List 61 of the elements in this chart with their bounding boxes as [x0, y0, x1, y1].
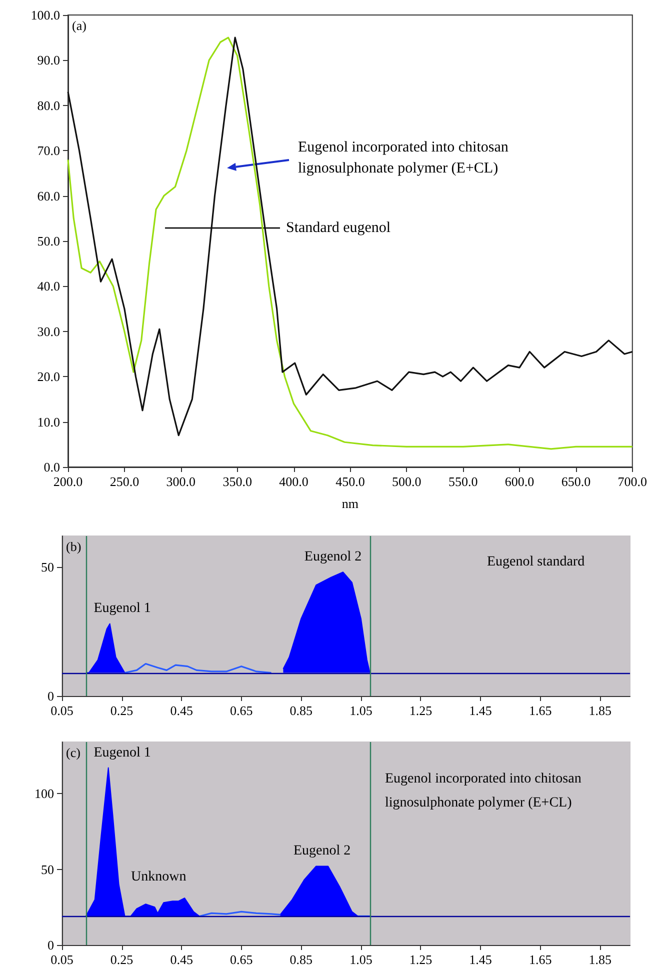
x-tick-label: 450.0 [336, 474, 365, 489]
annotation: Eugenol incorporated into chitosan lignosulphonate polymer (E+CL) [298, 140, 512, 176]
x-tick-label: 500.0 [392, 474, 422, 489]
x-tick-label: 350.0 [222, 474, 252, 489]
y-tick-label: 50 [41, 862, 54, 877]
x-axis-title: nm [342, 496, 358, 511]
x-tick-label: 1.65 [528, 952, 552, 967]
x-tick-label: 1.85 [588, 703, 612, 718]
annotation: Eugenol 1 [94, 745, 151, 760]
y-tick-label: 30.0 [37, 324, 60, 339]
y-tick-label: 100.0 [30, 8, 60, 22]
x-tick-label: 1.25 [409, 703, 432, 718]
y-tick-label: 0 [48, 938, 54, 952]
y-tick-label: 90.0 [37, 52, 60, 68]
annotation: Eugenol incorporated into chitosan lignosulphonate polymer (E+CL) [385, 772, 585, 810]
y-tick-label: 10.0 [37, 414, 60, 430]
y-tick-label: 20.0 [37, 369, 60, 384]
x-tick-label: 1.45 [469, 952, 492, 967]
line-series [124, 662, 272, 674]
annotation: Eugenol standard [487, 554, 585, 570]
x-tick-label: 1.45 [469, 703, 492, 718]
x-tick-label: 1.05 [350, 952, 372, 967]
y-tick-label: 50 [41, 559, 54, 574]
x-tick-label: 0.65 [230, 703, 253, 718]
x-tick-label: 200.0 [53, 474, 83, 489]
x-tick-label: 700.0 [618, 474, 647, 489]
x-tick-label: 0.85 [290, 952, 313, 967]
annotation: Standard eugenol [286, 220, 391, 236]
x-tick-label: 0.05 [50, 952, 74, 967]
x-tick-label: 300.0 [166, 474, 196, 489]
y-tick-label: 70.0 [37, 143, 60, 158]
x-tick-label: 0.25 [110, 952, 134, 967]
x-tick-label: 650.0 [561, 474, 591, 489]
x-tick-label: 0.65 [230, 952, 253, 967]
x-tick-label: 1.65 [528, 703, 552, 718]
annotation: Unknown [131, 870, 186, 884]
x-tick-label: 1.05 [350, 703, 372, 718]
x-tick-label: 400.0 [279, 474, 308, 489]
x-tick-label: 1.85 [588, 952, 612, 967]
x-tick-label: 0.85 [290, 703, 313, 718]
annotation: Eugenol 1 [94, 601, 151, 616]
x-tick-label: 0.25 [110, 703, 134, 718]
y-tick-label: 0 [48, 688, 54, 704]
y-tick-label: 80.0 [37, 98, 60, 113]
y-tick-label: 60.0 [37, 188, 60, 204]
y-tick-label: 0.0 [44, 460, 60, 474]
annotation: (b) [66, 539, 82, 554]
annotation: (a) [72, 18, 86, 33]
x-tick-label: 0.45 [170, 703, 193, 718]
x-tick-label: 250.0 [110, 474, 140, 489]
x-tick-label: 550.0 [448, 474, 478, 489]
annotation: (c) [66, 745, 80, 760]
x-tick-label: 600.0 [504, 474, 534, 489]
x-tick-label: 1.25 [409, 952, 432, 967]
y-tick-label: 50.0 [37, 234, 60, 248]
y-tick-label: 100 [34, 786, 54, 802]
annotation: Eugenol 2 [304, 550, 362, 565]
x-tick-label: 0.45 [170, 952, 193, 967]
x-tick-label: 0.05 [50, 703, 74, 718]
annotation: Eugenol 2 [294, 844, 351, 859]
y-tick-label: 40.0 [37, 278, 60, 294]
